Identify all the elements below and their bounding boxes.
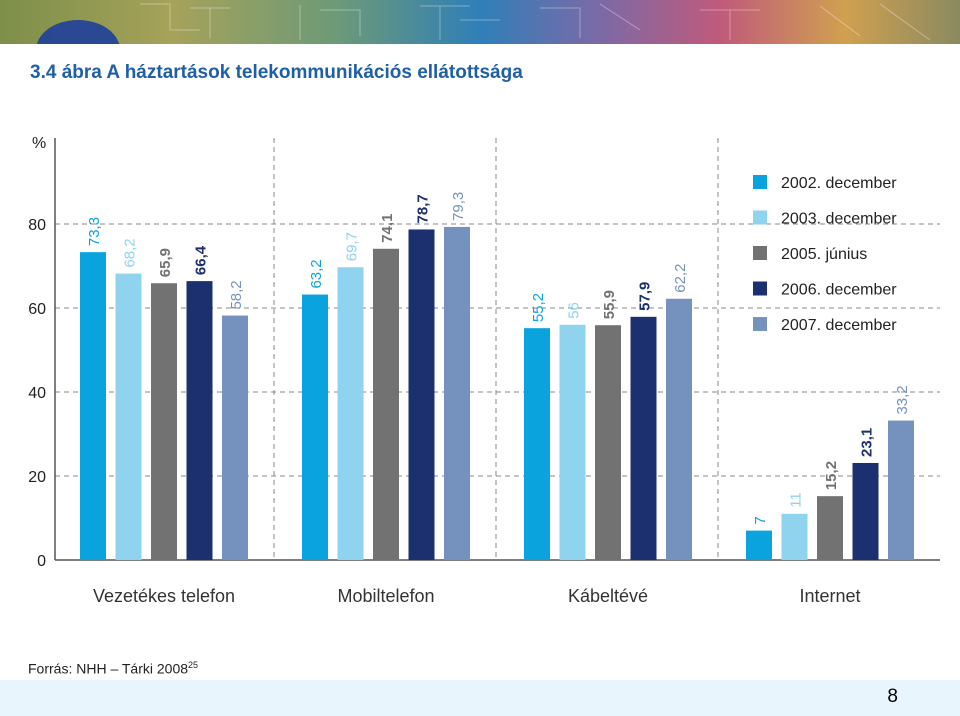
legend-swatch-1 [753, 175, 767, 189]
data-label-1-2: 68,2 [122, 238, 139, 267]
legend-label-1: 2002. december [781, 175, 897, 192]
data-label-4-4: 23,1 [859, 428, 876, 457]
data-label-2-2: 69,7 [344, 232, 361, 261]
data-label-3-2: 56 [566, 302, 583, 319]
bar-1-5 [222, 315, 248, 560]
data-label-1-5: 58,2 [228, 280, 245, 309]
header-banner-image [0, 0, 960, 44]
bar-4-1 [746, 530, 772, 560]
data-label-4-5: 33,2 [894, 385, 911, 414]
data-label-4-1: 7 [752, 516, 769, 524]
bar-1-2 [115, 273, 142, 560]
source-note: Forrás: NHH – Tárki 200825 [28, 660, 198, 677]
bar-4-4 [852, 462, 879, 560]
bar-3-5 [666, 298, 692, 560]
y-axis-label: % [32, 135, 46, 152]
bar-1-3 [151, 283, 177, 560]
bar-4-3 [817, 496, 843, 560]
bar-1-1 [80, 252, 106, 560]
bar-2-2 [337, 267, 364, 560]
x-category-label-2: Mobiltelefon [337, 586, 434, 606]
legend-swatch-5 [753, 317, 767, 331]
legend-swatch-3 [753, 246, 767, 260]
bar-3-2 [559, 324, 586, 560]
source-text: Forrás: NHH – Tárki 2008 [28, 660, 189, 677]
legend-label-5: 2007. december [781, 317, 897, 334]
data-label-4-2: 11 [788, 492, 805, 508]
bar-4-5 [888, 420, 914, 560]
data-label-2-5: 79,3 [450, 192, 467, 221]
x-category-label-4: Internet [799, 586, 860, 606]
axes: 0 20 40 60 80% Vezetékes telefon Mobiltelefon K… [28, 135, 940, 606]
bar-2-1 [302, 294, 328, 560]
bar-4-2 [781, 513, 808, 560]
x-category-label-1: Vezetékes telefon [93, 586, 235, 606]
bar-chart: 0 20 40 60 80% Vezetékes telefon Mobiltelefon K… [28, 135, 940, 606]
legend-label-4: 2006. december [781, 282, 897, 299]
y-tick-label-80: 80 [28, 217, 46, 234]
legend-swatch-4 [753, 281, 767, 296]
bar-3-1 [524, 328, 550, 560]
bar-2-5 [444, 226, 470, 560]
y-tick-label-20: 20 [28, 469, 46, 486]
x-category-label-3: Kábeltévé [568, 586, 648, 606]
legend: 2002. december 2003. december 2005. június… [753, 175, 897, 334]
bar-2-3 [373, 248, 399, 560]
y-tick-label-40: 40 [28, 385, 46, 402]
bar-3-4 [630, 316, 657, 560]
banner-graphic [0, 0, 960, 44]
data-label-3-3: 55,9 [601, 290, 618, 319]
footer-bar: 8 [0, 680, 960, 716]
legend-label-2: 2003. december [781, 211, 897, 228]
bars [80, 226, 914, 560]
data-label-3-4: 57,9 [637, 282, 654, 311]
data-label-2-1: 63,2 [308, 259, 325, 288]
legend-label-3: 2005. június [781, 246, 867, 263]
bar-1-4 [186, 281, 213, 560]
source-footnote: 25 [188, 660, 199, 670]
y-tick-label-60: 60 [28, 301, 46, 318]
data-label-4-3: 15,2 [823, 461, 840, 490]
data-label-1-3: 65,9 [157, 248, 174, 277]
data-label-1-1: 73,3 [86, 217, 103, 246]
data-label-2-3: 74,1 [379, 214, 396, 243]
data-label-3-5: 62,2 [672, 264, 689, 293]
bar-2-4 [408, 229, 435, 560]
data-label-2-4: 78,7 [415, 194, 432, 223]
data-labels: 73,3 68,2 65,9 66,4 58,2 63,2 69,7 74,1 78,7 79,3… [86, 192, 911, 525]
figure-title: 3.4 ábra A háztartások telekommunikációs… [30, 62, 523, 83]
legend-swatch-2 [753, 210, 767, 225]
data-label-3-1: 55,2 [530, 293, 547, 322]
y-tick-label-0: 0 [37, 553, 46, 570]
bar-3-3 [595, 325, 621, 560]
data-label-1-4: 66,4 [193, 245, 210, 275]
page-number: 8 [887, 686, 898, 707]
